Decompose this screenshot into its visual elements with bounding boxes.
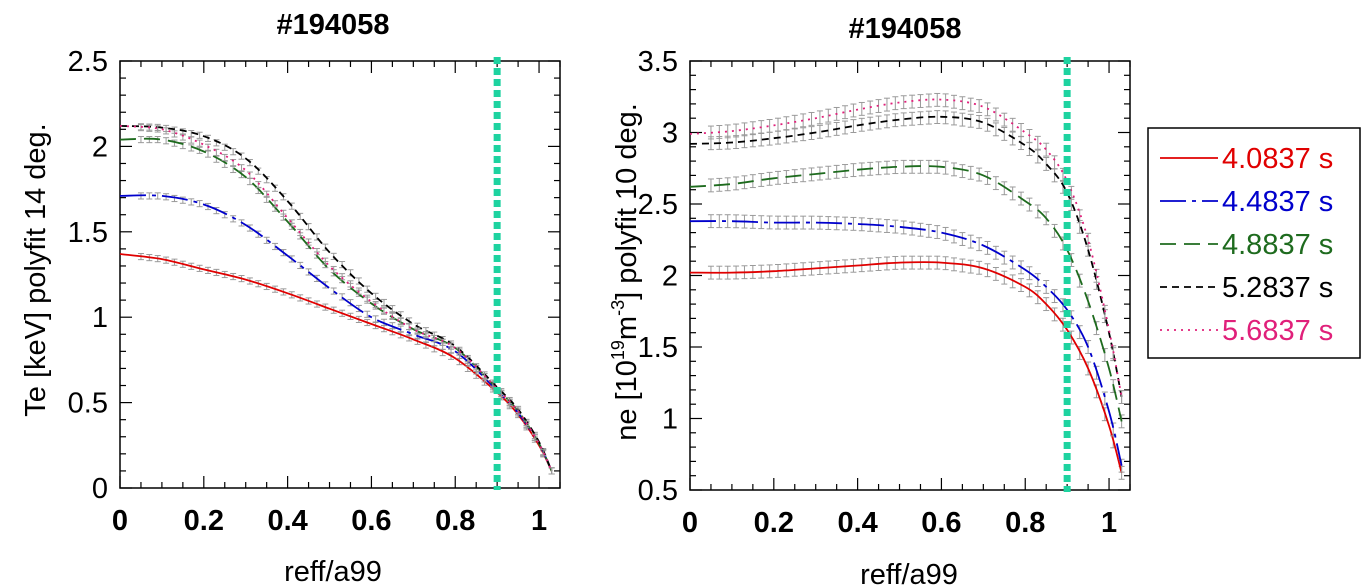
series-4 xyxy=(119,123,555,475)
x-tick-label: 0.6 xyxy=(351,505,391,537)
y-tick-label: 2 xyxy=(662,261,678,293)
x-tick-label: 1 xyxy=(1101,507,1117,539)
plot-frame xyxy=(119,60,561,489)
y-tick-label: 3.5 xyxy=(638,46,678,78)
y-tick-label: 0.5 xyxy=(638,475,678,507)
x-axis-label: reff/a99 xyxy=(860,559,958,588)
legend-label: 5.2837 s xyxy=(1222,272,1333,304)
series-1 xyxy=(689,255,1125,480)
series-line xyxy=(119,125,553,472)
series-line xyxy=(689,220,1123,466)
series-line xyxy=(119,137,553,472)
x-tick-label: 1 xyxy=(531,505,547,537)
y-axis-label-sup: -3 xyxy=(608,300,628,316)
y-axis-label-part: ] polyfit 10 deg. xyxy=(611,103,643,300)
series-2 xyxy=(119,192,555,475)
series-4 xyxy=(689,110,1125,404)
series-2 xyxy=(689,214,1125,473)
legend: 4.0837 s 4.4837 s 4.8837 s 5.2837 s 5.6837 s xyxy=(1147,127,1361,359)
series-1 xyxy=(119,252,555,475)
te-profile-chart: #194058 Te [keV] polyfit 14 deg. reff/a9… xyxy=(20,9,561,588)
x-tick-label: 0.8 xyxy=(435,505,475,537)
y-axis-label-sup: 19 xyxy=(608,340,628,360)
x-axis-label: reff/a99 xyxy=(284,556,382,588)
y-tick-label: 1 xyxy=(662,404,678,436)
series-line xyxy=(689,165,1123,422)
plot-area: 0 0.2 0.4 0.6 0.8 1 0.5 1 1.5 2 2.5 3 3.5 xyxy=(638,46,1131,539)
series-3 xyxy=(689,159,1125,429)
y-tick-label: 1.5 xyxy=(638,332,678,364)
x-tick-label: 0.8 xyxy=(1005,507,1045,539)
legend-box xyxy=(1147,127,1361,359)
series-5 xyxy=(119,124,555,475)
legend-label: 4.0837 s xyxy=(1222,143,1333,175)
ne-profile-chart: #194058 ne [1019m-3] polyfit 10 deg. ref… xyxy=(608,13,1131,588)
legend-label: 5.6837 s xyxy=(1222,315,1333,347)
x-tick-label: 0.4 xyxy=(267,505,307,537)
y-tick-label: 3 xyxy=(662,118,678,150)
series-3 xyxy=(119,135,555,475)
x-tick-label: 0 xyxy=(112,505,128,537)
series-line xyxy=(119,194,553,472)
y-axis-label: Te [keV] polyfit 14 deg. xyxy=(20,123,52,416)
legend-label: 4.8837 s xyxy=(1222,229,1333,261)
y-axis-label: ne [1019m-3] polyfit 10 deg. xyxy=(608,103,643,441)
series-line xyxy=(119,125,553,472)
legend-label: 4.4837 s xyxy=(1222,186,1333,218)
y-tick-label: 2 xyxy=(92,131,108,163)
series-line xyxy=(689,98,1123,398)
series-line xyxy=(119,253,553,472)
y-axis-label-part: m xyxy=(611,316,643,340)
x-tick-label: 0.4 xyxy=(837,507,877,539)
x-tick-label: 0.2 xyxy=(754,507,794,539)
series-line xyxy=(689,115,1123,398)
plot-area: 0 0.2 0.4 0.6 0.8 1 0 0.5 1 1.5 2 2.5 xyxy=(68,46,561,537)
series-line xyxy=(689,261,1123,474)
y-tick-label: 0.5 xyxy=(68,388,108,420)
chart-title: #194058 xyxy=(277,9,390,41)
x-tick-label: 0.2 xyxy=(184,505,224,537)
series-5 xyxy=(689,92,1125,404)
x-tick-label: 0.6 xyxy=(921,507,961,539)
y-tick-label: 2.5 xyxy=(68,46,108,78)
y-axis-label-part: ne [10 xyxy=(611,360,643,441)
chart-title: #194058 xyxy=(849,13,962,45)
y-tick-label: 1.5 xyxy=(68,217,108,249)
y-tick-label: 2.5 xyxy=(638,189,678,221)
y-tick-label: 0 xyxy=(92,473,108,505)
y-tick-label: 1 xyxy=(92,302,108,334)
x-tick-label: 0 xyxy=(682,507,698,539)
